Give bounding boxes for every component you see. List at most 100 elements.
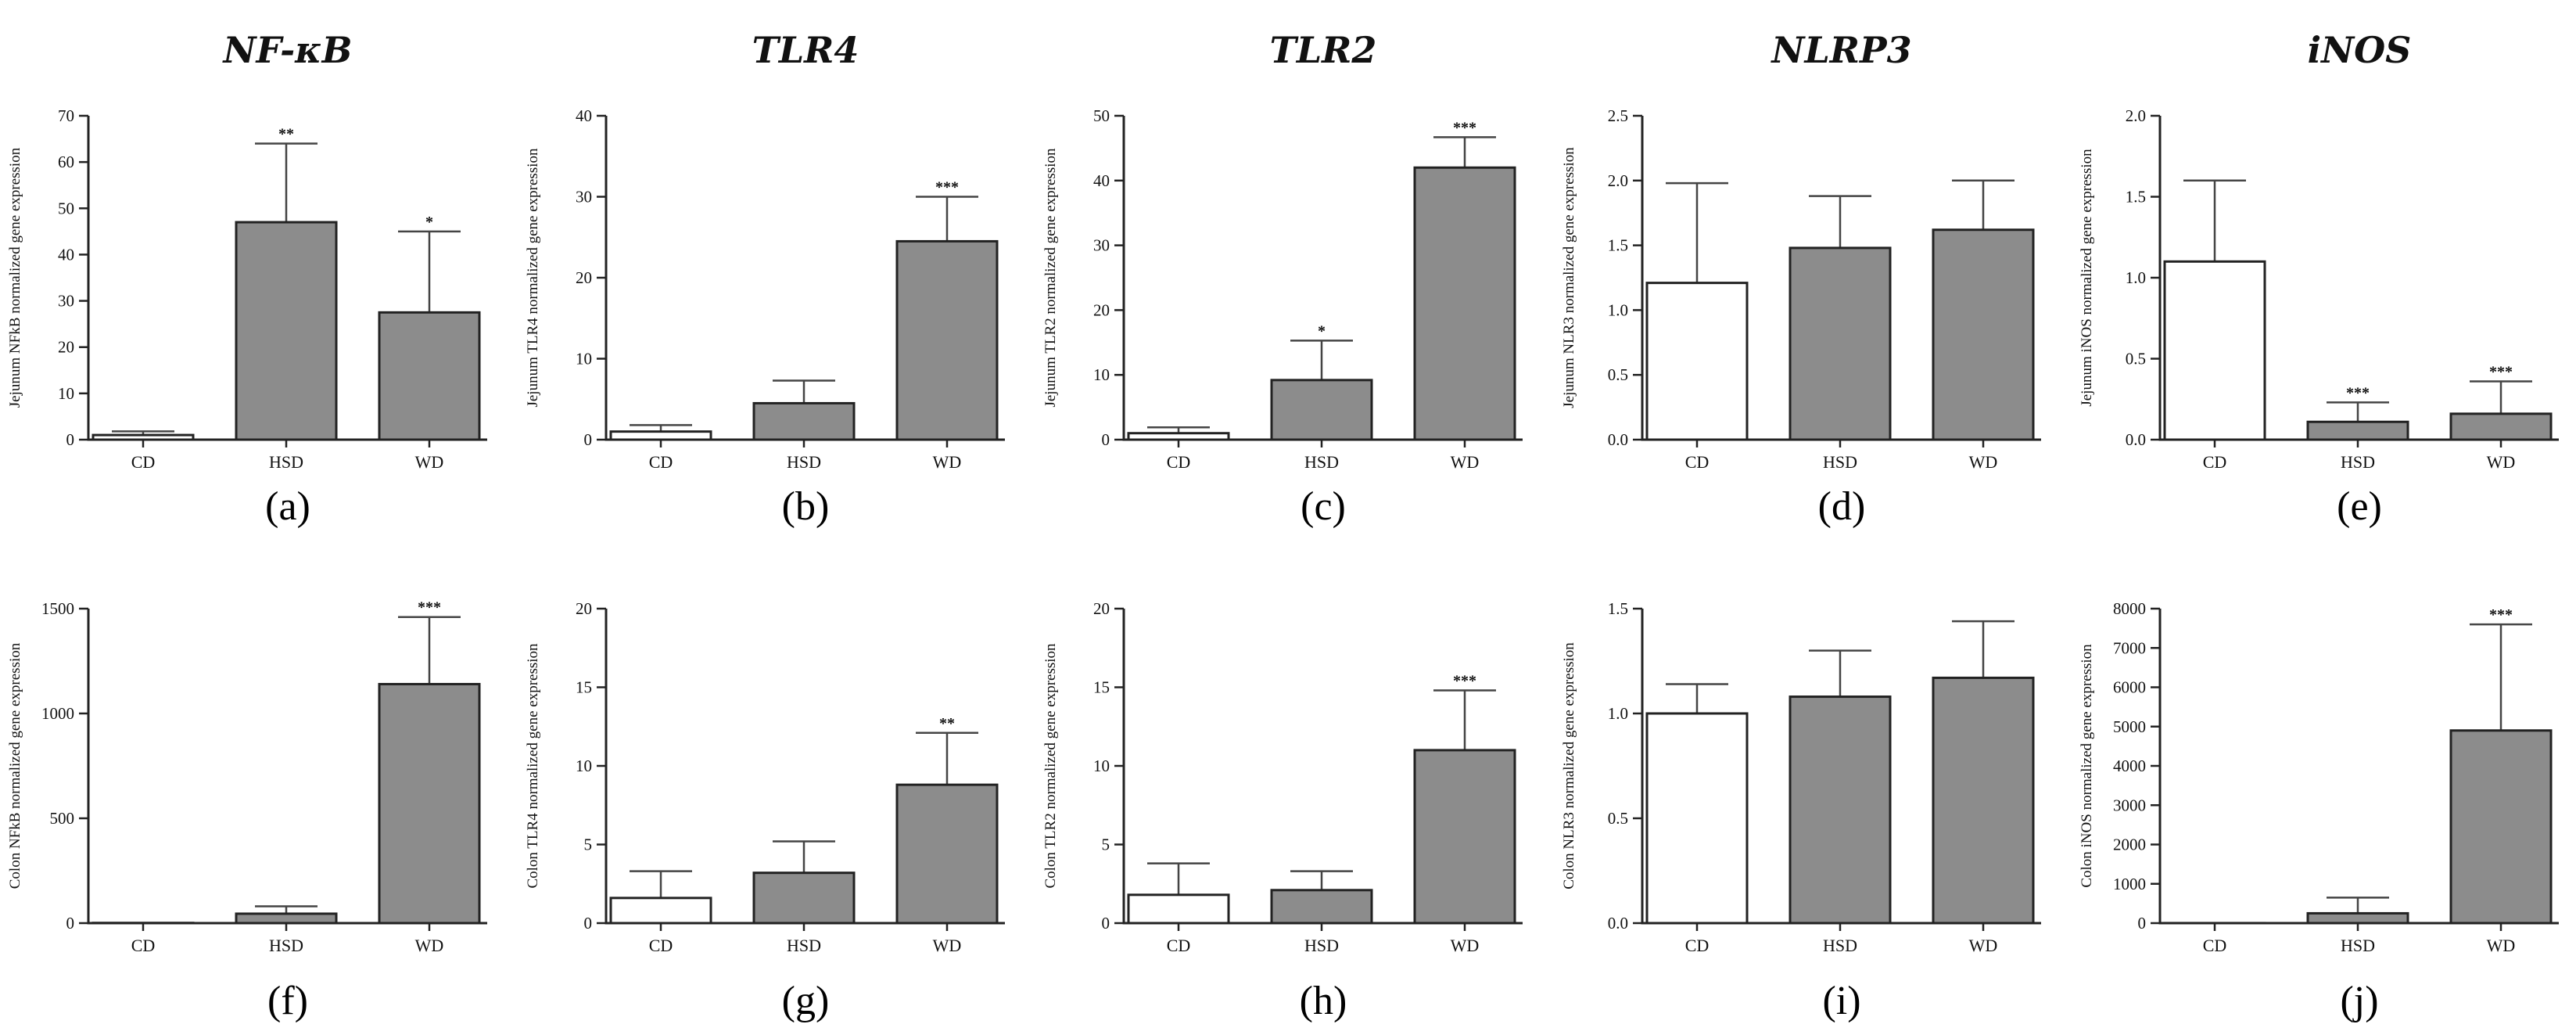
y-tick-label-e: 0.5: [2126, 350, 2146, 368]
panel-h: (h) Colon TLR2 normalized gene expression…: [1042, 599, 1523, 1023]
y-tick-label-f: 500: [50, 809, 75, 828]
category-label-i-CD: CD: [1685, 936, 1710, 955]
bar-f-WD: [378, 682, 481, 925]
panel-j: (j) Colon iNOS normalized gene expression…: [2079, 599, 2559, 1023]
bar-b-CD: [609, 430, 712, 441]
gene-title-d: NLRP3: [1770, 29, 1911, 71]
panel-e: iNOS (e) Jejunum iNOS normalized gene expr…: [2079, 29, 2559, 529]
y-tick-label-c: 50: [1093, 106, 1110, 125]
category-label-j-CD: CD: [2203, 936, 2227, 955]
category-label-a-WD: WD: [415, 452, 444, 472]
bar-f-HSD: [235, 912, 338, 925]
y-tick-label-j: 3000: [2113, 796, 2146, 814]
panel-letter-g: (g): [782, 979, 830, 1023]
y-axis-label-j: Colon iNOS normalized gene expression: [2079, 644, 2095, 888]
panel-letter-b: (b): [782, 484, 830, 529]
y-tick-label-b: 20: [576, 268, 592, 287]
y-tick-label-g: 5: [584, 836, 593, 854]
y-axis-label-c: Jejunum TLR2 normalized gene expression: [1042, 148, 1059, 408]
significance-j-WD: ***: [2489, 606, 2513, 624]
panel-letter-i: (i): [1822, 979, 1860, 1023]
significance-a-WD: *: [425, 214, 433, 231]
y-axis-label-g: Colon TLR4 normalized gene expression: [525, 643, 541, 889]
y-tick-label-c: 20: [1093, 300, 1110, 319]
y-tick-label-h: 10: [1093, 756, 1110, 775]
y-tick-label-j: 0: [2138, 914, 2147, 933]
y-tick-label-d: 0.5: [1608, 365, 1628, 384]
y-axis-label-b: Jejunum TLR4 normalized gene expression: [525, 148, 541, 408]
significance-e-WD: ***: [2489, 363, 2513, 380]
y-tick-label-f: 1500: [41, 599, 74, 618]
y-tick-label-f: 1000: [41, 704, 74, 723]
panel-f: (f) Colon NFkB normalized gene expression…: [7, 599, 487, 1023]
y-tick-label-e: 2.0: [2126, 106, 2146, 125]
panel-d: NLRP3 (d) Jejunum NLR3 normalized gene exp…: [1561, 29, 2041, 529]
category-label-h-HSD: HSD: [1304, 936, 1339, 955]
bar-a-WD: [378, 311, 481, 441]
y-tick-label-f: 0: [66, 914, 75, 933]
bar-g-CD: [609, 897, 712, 925]
y-tick-label-i: 0.0: [1608, 914, 1628, 933]
y-tick-label-a: 10: [58, 384, 74, 403]
bar-e-CD: [2163, 260, 2266, 441]
y-tick-label-i: 1.0: [1608, 704, 1628, 723]
panel-a: NF-κB (a) Jejunum NFkB normalized gene exp…: [7, 29, 487, 529]
category-label-d-HSD: HSD: [1823, 452, 1857, 472]
panel-letter-c: (c): [1301, 484, 1346, 529]
category-label-i-WD: WD: [1969, 936, 1998, 955]
y-tick-label-j: 7000: [2113, 638, 2146, 657]
bar-d-HSD: [1788, 246, 1892, 441]
y-tick-label-j: 6000: [2113, 678, 2146, 697]
y-tick-label-b: 30: [576, 188, 592, 207]
category-label-a-CD: CD: [131, 452, 156, 472]
y-tick-label-a: 50: [58, 199, 74, 217]
y-axis-label-h: Colon TLR2 normalized gene expression: [1042, 643, 1059, 889]
y-tick-label-d: 1.5: [1608, 236, 1628, 255]
significance-c-HSD: *: [1318, 322, 1326, 340]
y-tick-label-j: 4000: [2113, 756, 2146, 775]
bar-a-HSD: [235, 221, 338, 441]
y-tick-label-h: 5: [1102, 836, 1110, 854]
y-tick-label-a: 40: [58, 245, 74, 264]
panel-b: TLR4 (b) Jejunum TLR4 normalized gene expr…: [525, 29, 1005, 529]
category-label-h-WD: WD: [1451, 936, 1480, 955]
y-axis-label-f: Colon NFkB normalized gene expression: [7, 642, 23, 889]
bar-h-WD: [1413, 749, 1516, 925]
y-tick-label-j: 1000: [2113, 875, 2146, 893]
panel-i: (i) Colon NLR3 normalized gene expression…: [1561, 599, 2041, 1023]
bar-h-HSD: [1270, 889, 1373, 925]
y-tick-label-c: 10: [1093, 365, 1110, 384]
panel-letter-a: (a): [265, 484, 310, 529]
category-label-g-HSD: HSD: [787, 936, 821, 955]
y-tick-label-b: 40: [576, 106, 592, 125]
category-label-c-HSD: HSD: [1304, 452, 1339, 472]
y-tick-label-g: 20: [576, 599, 592, 618]
significance-b-WD: ***: [935, 179, 959, 196]
y-tick-label-b: 0: [584, 430, 593, 449]
y-tick-label-e: 0.0: [2126, 430, 2146, 449]
category-label-i-HSD: HSD: [1823, 936, 1857, 955]
y-tick-label-g: 0: [584, 914, 593, 933]
bar-i-CD: [1645, 712, 1749, 925]
category-label-j-WD: WD: [2487, 936, 2516, 955]
y-axis-label-i: Colon NLR3 normalized gene expression: [1561, 642, 1577, 889]
panel-letter-h: (h): [1300, 979, 1347, 1023]
bar-a-CD: [91, 433, 195, 441]
y-tick-label-j: 5000: [2113, 717, 2146, 736]
bar-i-HSD: [1788, 695, 1892, 925]
category-label-d-WD: WD: [1969, 452, 1998, 472]
y-tick-label-a: 20: [58, 338, 74, 357]
bar-b-WD: [895, 239, 999, 441]
panel-c: TLR2 (c) Jejunum TLR2 normalized gene expr…: [1042, 29, 1523, 529]
y-axis-label-a: Jejunum NFkB normalized gene expression: [7, 147, 23, 408]
gene-title-a: NF-κB: [221, 29, 352, 71]
bar-g-WD: [895, 783, 999, 925]
category-label-h-CD: CD: [1167, 936, 1191, 955]
y-tick-label-h: 20: [1093, 599, 1110, 618]
category-label-b-CD: CD: [649, 452, 673, 472]
y-tick-label-d: 1.0: [1608, 300, 1628, 319]
category-label-d-CD: CD: [1685, 452, 1710, 472]
significance-f-WD: ***: [418, 599, 441, 616]
significance-e-HSD: ***: [2346, 384, 2370, 401]
y-tick-label-i: 0.5: [1608, 809, 1628, 828]
